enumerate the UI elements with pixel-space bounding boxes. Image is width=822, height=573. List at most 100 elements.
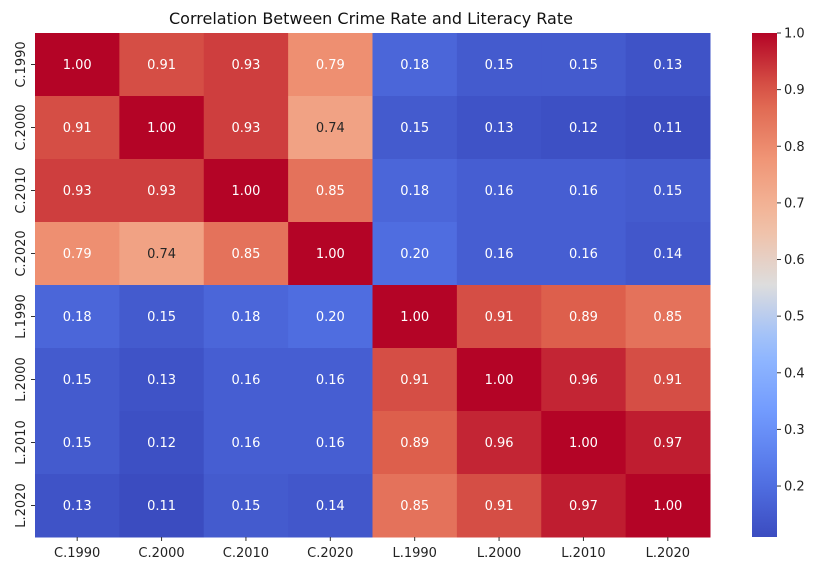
x-tick-label: L.2000 xyxy=(477,546,521,561)
x-tick-label: C.2000 xyxy=(138,546,184,561)
cell-value-label: 0.91 xyxy=(147,58,176,73)
cell-value-label: 0.93 xyxy=(231,121,260,136)
heatmap-cell-L.2000-C.2020 xyxy=(288,348,373,412)
heatmap-cell-C.2020-L.2000 xyxy=(456,222,542,286)
heatmap-cell-C.2000-C.2010 xyxy=(203,96,289,160)
colorbar-tick-label: 0.4 xyxy=(784,366,805,381)
heatmap-cell-C.2010-C.1990 xyxy=(35,159,120,223)
heatmap-cell-L.2000-C.1990 xyxy=(35,348,120,412)
cell-value-label: 0.11 xyxy=(147,499,176,514)
cell-value-label: 1.00 xyxy=(316,247,345,262)
cell-value-label: 0.12 xyxy=(147,436,176,451)
cell-value-label: 0.15 xyxy=(485,58,514,73)
cell-value-label: 0.93 xyxy=(63,184,92,199)
cell-value-label: 0.14 xyxy=(653,247,682,262)
x-tick-label: L.2020 xyxy=(646,546,690,561)
heatmap-cell-C.1990-L.2010 xyxy=(541,33,627,97)
cell-value-label: 0.15 xyxy=(653,184,682,199)
x-tick-label: L.1990 xyxy=(392,546,436,561)
heatmap-cell-L.2020-L.2000 xyxy=(456,474,542,538)
colorbar-ticks: 0.2 0.3 0.4 0.5 0.6 0.7 0.8 0.9 1.0 xyxy=(777,27,805,495)
heatmap-cell-L.2020-C.2000 xyxy=(119,474,205,538)
cell-value-label: 0.93 xyxy=(231,58,260,73)
heatmap-cell-C.2000-C.2020 xyxy=(288,96,373,160)
heatmap-cell-L.2000-L.1990 xyxy=(372,348,458,412)
heatmap-cell-C.1990-C.2010 xyxy=(203,33,289,97)
x-tick-label: C.1990 xyxy=(54,546,100,561)
cell-value-label: 1.00 xyxy=(147,121,176,136)
cell-value-label: 0.85 xyxy=(231,247,260,262)
cell-value-label: 1.00 xyxy=(63,58,92,73)
y-tick-label: L.2000 xyxy=(14,357,29,401)
cell-value-label: 0.96 xyxy=(485,436,514,451)
cell-value-label: 0.93 xyxy=(147,184,176,199)
y-tick-label: C.2020 xyxy=(14,230,29,276)
cell-value-label: 0.91 xyxy=(485,310,514,325)
heatmap-cell-L.2020-L.2020 xyxy=(625,474,711,538)
cell-value-label: 0.11 xyxy=(653,121,682,136)
cell-value-label: 0.79 xyxy=(63,247,92,262)
colorbar-tick-label: 0.9 xyxy=(784,83,805,98)
y-tick-label: C.2000 xyxy=(14,104,29,150)
y-tick-label: L.2020 xyxy=(14,483,29,527)
cell-value-label: 0.12 xyxy=(569,121,598,136)
heatmap-cell-L.2000-L.2010 xyxy=(541,348,627,412)
colorbar-gradient xyxy=(752,33,777,537)
cell-value-label: 0.20 xyxy=(316,310,345,325)
cell-value-label: 0.91 xyxy=(485,499,514,514)
cell-value-label: 1.00 xyxy=(653,499,682,514)
cell-value-label: 0.97 xyxy=(653,436,682,451)
cell-value-label: 0.16 xyxy=(316,436,345,451)
cell-value-label: 0.18 xyxy=(231,310,260,325)
heatmap-cell-L.2010-L.2000 xyxy=(456,411,542,475)
cell-value-label: 0.15 xyxy=(63,436,92,451)
heatmap-cell-C.2010-L.2000 xyxy=(456,159,542,223)
heatmap-cell-L.1990-C.2020 xyxy=(288,285,373,349)
x-tick-label: C.2020 xyxy=(307,546,353,561)
cell-value-label: 1.00 xyxy=(231,184,260,199)
colorbar-tick-label: 0.6 xyxy=(784,253,805,268)
heatmap-cell-L.2010-L.2010 xyxy=(541,411,627,475)
heatmap-cell-C.1990-L.1990 xyxy=(372,33,458,97)
cell-value-label: 0.91 xyxy=(400,373,429,388)
heatmap-cell-C.2020-C.2000 xyxy=(119,222,205,286)
heatmap-cells: 1.00 0.91 0.93 0.79 0.18 0.15 0.15 0.13 0.91 1.00… xyxy=(35,33,711,538)
heatmap-cell-C.1990-C.2020 xyxy=(288,33,373,97)
y-tick-label: C.2010 xyxy=(14,167,29,213)
heatmap-cell-L.2000-C.2010 xyxy=(203,348,289,412)
heatmap-cell-L.2020-C.1990 xyxy=(35,474,120,538)
heatmap-cell-C.2000-C.1990 xyxy=(35,96,120,160)
cell-value-label: 0.16 xyxy=(316,373,345,388)
heatmap-cell-C.1990-L.2020 xyxy=(625,33,711,97)
heatmap-cell-L.2010-C.2010 xyxy=(203,411,289,475)
heatmap-cell-L.1990-C.1990 xyxy=(35,285,120,349)
heatmap-cell-L.2020-L.2010 xyxy=(541,474,627,538)
cell-value-label: 0.79 xyxy=(316,58,345,73)
heatmap-cell-C.1990-L.2000 xyxy=(456,33,542,97)
heatmap-cell-C.2010-L.2020 xyxy=(625,159,711,223)
heatmap-cell-C.1990-C.2000 xyxy=(119,33,205,97)
heatmap-cell-C.2020-L.2010 xyxy=(541,222,627,286)
x-tick-label: L.2010 xyxy=(561,546,605,561)
cell-value-label: 1.00 xyxy=(400,310,429,325)
cell-value-label: 0.13 xyxy=(653,58,682,73)
colorbar-tick-label: 0.7 xyxy=(784,196,805,211)
cell-value-label: 0.20 xyxy=(400,247,429,262)
cell-value-label: 0.91 xyxy=(653,373,682,388)
cell-value-label: 0.15 xyxy=(147,310,176,325)
cell-value-label: 0.14 xyxy=(316,499,345,514)
x-axis-ticks: C.1990 C.2000 C.2010 C.2020 L.1990 L.2000 L.20… xyxy=(54,537,690,561)
y-axis-ticks: C.1990 C.2000 C.2010 C.2020 L.1990 L.2000 L.20… xyxy=(14,41,35,528)
y-tick-label: L.1990 xyxy=(14,294,29,338)
cell-value-label: 0.16 xyxy=(569,184,598,199)
colorbar-tick-label: 0.3 xyxy=(784,423,805,438)
heatmap-cell-C.2020-C.2010 xyxy=(203,222,289,286)
cell-value-label: 0.89 xyxy=(569,310,598,325)
heatmap-cell-L.2010-L.2020 xyxy=(625,411,711,475)
heatmap-cell-L.2000-L.2020 xyxy=(625,348,711,412)
heatmap-cell-C.2020-L.2020 xyxy=(625,222,711,286)
heatmap-cell-C.2000-L.2000 xyxy=(456,96,542,160)
colorbar: 0.2 0.3 0.4 0.5 0.6 0.7 0.8 0.9 1.0 xyxy=(752,27,805,537)
cell-value-label: 0.13 xyxy=(147,373,176,388)
